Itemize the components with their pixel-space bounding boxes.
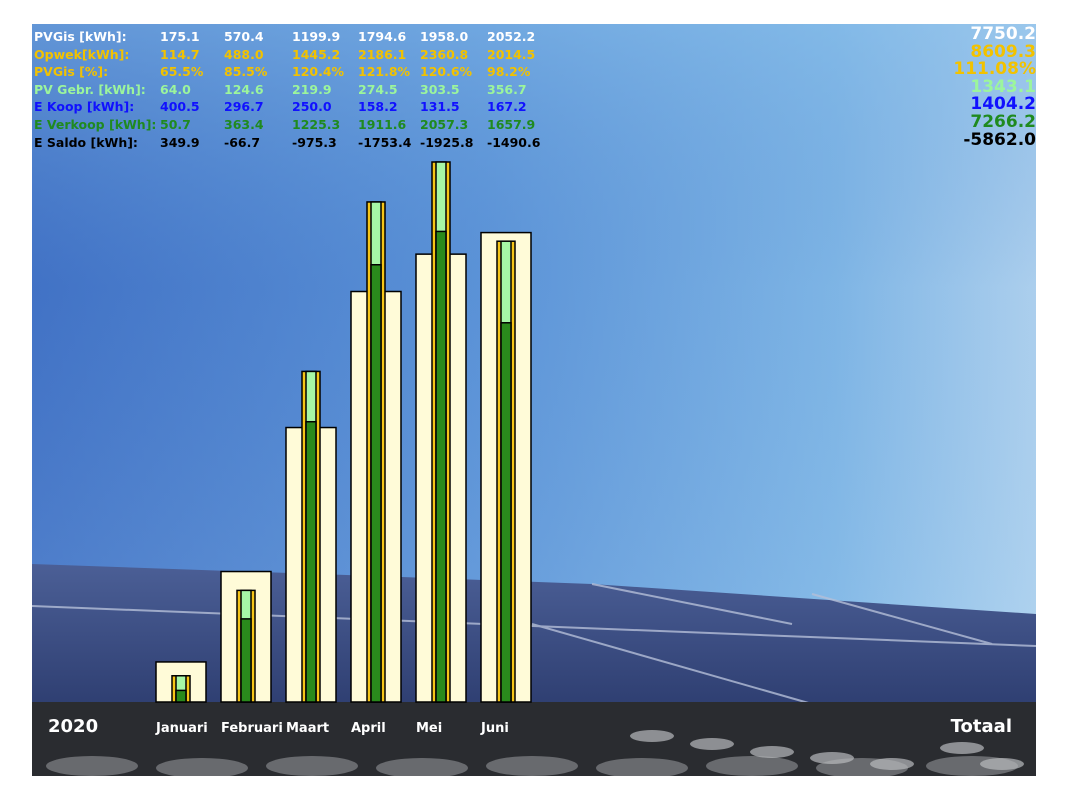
stat-value: 1445.2 xyxy=(292,46,341,62)
stat-total: 7750.2 xyxy=(970,24,1036,44)
stat-total: 1404.2 xyxy=(970,94,1036,115)
stat-value: 296.7 xyxy=(224,99,264,115)
stat-value: 303.5 xyxy=(420,81,460,97)
stat-value: -1925.8 xyxy=(420,134,474,150)
stat-value: 158.2 xyxy=(358,99,398,115)
stat-label: E Koop [kWh]: xyxy=(34,99,135,115)
stat-value: 363.4 xyxy=(224,116,264,132)
stat-value: -975.3 xyxy=(292,134,337,150)
stat-value: 2014.5 xyxy=(487,46,536,62)
stat-total: 111.08% xyxy=(953,59,1036,80)
stat-value: -1490.6 xyxy=(487,134,541,150)
stat-total: 1343.1 xyxy=(970,76,1036,97)
stat-total: 7266.2 xyxy=(970,111,1036,132)
chart-frame: Januari Februari Maart April Mei Juni PVGis [… xyxy=(32,24,1036,776)
stat-value: 274.5 xyxy=(358,81,398,97)
stat-value: 349.9 xyxy=(160,134,200,150)
stat-value: 356.7 xyxy=(487,81,527,97)
month-label: Maart xyxy=(286,721,329,736)
stat-value: 98.2% xyxy=(487,64,531,80)
e-verkoop-bar xyxy=(370,263,382,703)
stat-value: 1958.0 xyxy=(420,29,469,44)
stat-value: 64.0 xyxy=(160,81,191,97)
stat-value: 121.8% xyxy=(358,64,411,80)
month-label: April xyxy=(351,721,386,736)
stat-value: 65.5% xyxy=(160,64,204,80)
stat-value: 1657.9 xyxy=(487,116,536,132)
month-label: Mei xyxy=(416,721,442,736)
stat-label: PV Gebr. [kWh]: xyxy=(34,81,146,97)
stat-value: 1225.3 xyxy=(292,116,341,132)
totals-column: 7750.2 8609.3 111.08% 1343.1 1404.2 7266.2 -58… xyxy=(953,24,1036,150)
stat-label: E Saldo [kWh]: xyxy=(34,134,138,150)
stat-value: 50.7 xyxy=(160,116,191,132)
stat-value: 2186.1 xyxy=(358,46,407,62)
stat-value: 1199.9 xyxy=(292,29,341,44)
stat-value: 488.0 xyxy=(224,46,264,62)
stat-value: -66.7 xyxy=(224,134,261,150)
solar-roof-background xyxy=(32,24,1036,776)
e-verkoop-bar xyxy=(305,420,317,703)
stat-total: -5862.0 xyxy=(963,129,1036,150)
stat-label: PVGis [%]: xyxy=(34,64,109,80)
stat-value: 85.5% xyxy=(224,64,268,80)
stat-value: 124.6 xyxy=(224,81,264,97)
stat-value: 1794.6 xyxy=(358,29,407,44)
month-label: Januari xyxy=(155,721,208,736)
stat-value: 2360.8 xyxy=(420,46,469,62)
total-label: Totaal xyxy=(950,716,1012,737)
stat-label: E Verkoop [kWh]: xyxy=(34,116,157,132)
stat-value: 2052.2 xyxy=(487,29,536,44)
year-label: 2020 xyxy=(48,716,99,737)
stat-value: 131.5 xyxy=(420,99,460,115)
stat-value: -1753.4 xyxy=(358,134,412,150)
e-verkoop-bar xyxy=(500,322,512,703)
e-verkoop-bar xyxy=(435,230,447,703)
e-verkoop-bar xyxy=(240,618,252,703)
stat-value: 114.7 xyxy=(160,46,200,62)
stat-value: 167.2 xyxy=(487,99,527,115)
stat-label: Opwek[kWh]: xyxy=(34,46,130,62)
stat-value: 570.4 xyxy=(224,29,264,44)
stat-value: 120.6% xyxy=(420,64,473,80)
monthly-energy-bar-chart: Januari Februari Maart April Mei Juni xyxy=(155,161,532,736)
stat-value: 120.4% xyxy=(292,64,345,80)
stat-value: 250.0 xyxy=(292,99,332,115)
month-label: Februari xyxy=(221,721,283,736)
stat-value: 2057.3 xyxy=(420,116,469,132)
stat-total: 8609.3 xyxy=(970,41,1036,62)
e-verkoop-bar xyxy=(175,689,187,703)
month-label: Juni xyxy=(480,721,509,736)
stat-label: PVGis [kWh]: xyxy=(34,29,127,44)
stat-value: 175.1 xyxy=(160,29,200,44)
stat-value: 219.9 xyxy=(292,81,332,97)
stat-value: 1911.6 xyxy=(358,116,407,132)
stat-value: 400.5 xyxy=(160,99,200,115)
